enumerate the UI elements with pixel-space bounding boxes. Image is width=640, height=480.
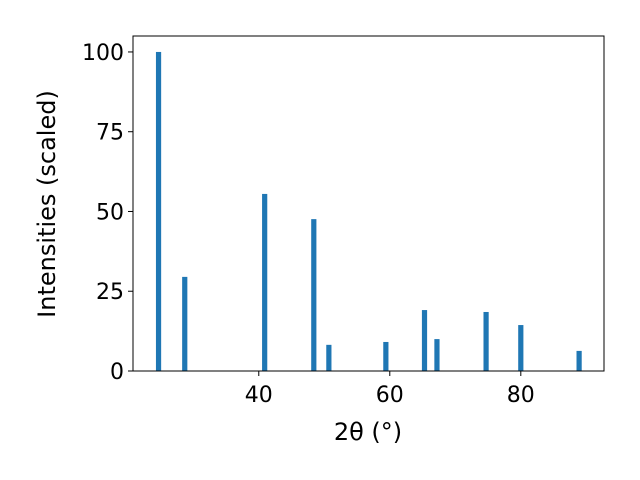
y-tick-label: 25 [96, 280, 124, 305]
x-tick-label: 40 [245, 383, 273, 408]
y-tick-label: 0 [110, 360, 124, 385]
bar [155, 51, 162, 371]
bar [182, 276, 188, 371]
bar [383, 341, 389, 371]
x-tick-label: 80 [507, 383, 535, 408]
y-axis-label: Intensities (scaled) [33, 90, 61, 318]
bar [434, 339, 440, 371]
y-tick-label: 50 [96, 200, 124, 225]
x-tick-label: 60 [376, 383, 404, 408]
plot-frame [132, 35, 605, 372]
y-tick-label: 75 [96, 121, 124, 146]
bar [483, 311, 489, 371]
bar [576, 350, 582, 371]
bar [326, 344, 332, 371]
bar [518, 325, 524, 371]
y-tick-label: 100 [82, 41, 124, 66]
bar [311, 219, 317, 371]
x-axis-label: 2θ (°) [334, 418, 402, 446]
bar [421, 310, 428, 371]
bar [262, 193, 268, 371]
